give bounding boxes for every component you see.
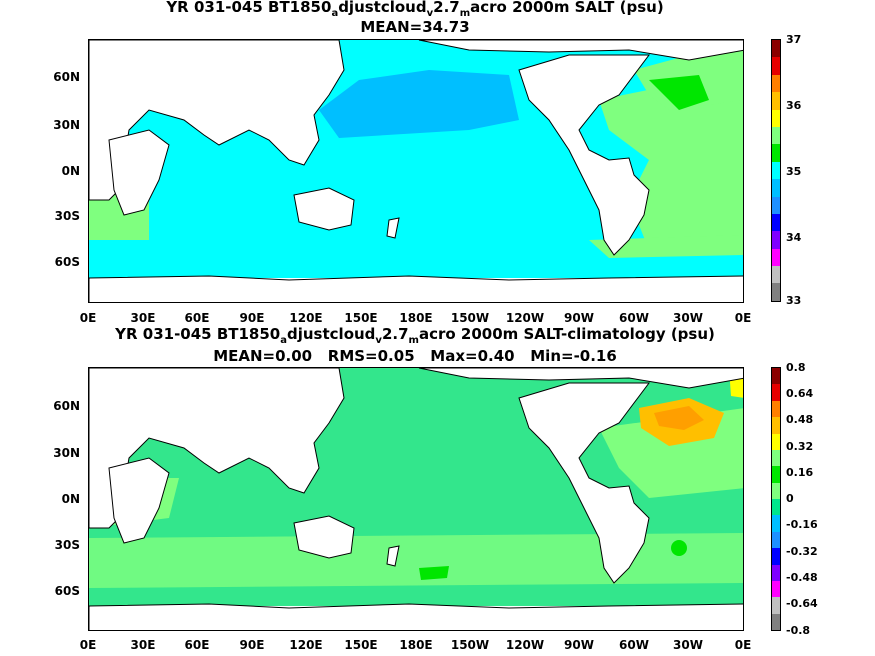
top-colorbar-label: 37 [786,33,802,46]
top-colorbar-label: 36 [786,99,802,112]
top-lat-label: 60N [53,70,80,84]
bottom-title: YR 031-045 BT1850adjustcloudv2.7macro 20… [115,325,715,346]
top-lon-label: 0E [79,311,97,325]
bottom-colorbar-label: 0.48 [786,413,814,426]
bottom-colorbar-label: 0.64 [786,387,814,400]
top-colorbar [771,39,781,302]
colorbar-segment [772,92,780,110]
bottom-lon-label: 120W [505,638,545,652]
top-colorbar-label: 33 [786,294,802,307]
colorbar-segment [772,564,780,581]
top-lon-label: 30E [130,311,156,325]
colorbar-segment [772,548,780,565]
bottom-lon-label: 0E [79,638,97,652]
top-map-panel [88,39,744,303]
top-lon-label: 90W [564,311,594,325]
colorbar-segment [772,449,780,467]
colorbar-segment [772,368,780,385]
colorbar-segment [772,161,780,180]
colorbar-segment [772,196,780,214]
colorbar-segment [772,531,780,549]
top-lon-label: 90E [239,311,265,325]
bottom-lon-label: 90E [239,638,265,652]
bottom-lat-label: 30S [54,538,80,552]
colorbar-segment [772,597,780,614]
bottom-colorbar-label: 0.16 [786,466,814,479]
top-lat-label: 30N [53,118,80,132]
bottom-colorbar-label: 0.32 [786,440,814,453]
colorbar-segment [772,482,780,499]
colorbar-segment [772,126,780,145]
top-lon-label: 150E [344,311,378,325]
colorbar-segment [772,109,780,127]
colorbar-segment [772,466,780,483]
colorbar-segment [772,248,780,267]
bottom-lon-label: 150W [450,638,490,652]
bottom-lon-label: 0E [734,638,752,652]
colorbar-segment [772,613,780,630]
top-title: YR 031-045 BT1850adjustcloudv2.7macro 20… [166,0,664,19]
bottom-colorbar-label: -0.16 [786,518,818,531]
top-lon-label: 180E [399,311,433,325]
colorbar-segment [772,213,780,232]
colorbar-segment [772,433,780,450]
bottom-colorbar-label: 0 [786,492,794,505]
bottom-colorbar-label: -0.8 [786,624,811,637]
bottom-lon-label: 90W [564,638,594,652]
colorbar-segment [772,400,780,418]
colorbar-segment [772,266,780,284]
bottom-lat-label: 0N [61,492,80,506]
colorbar-segment [772,144,780,162]
top-colorbar-label: 34 [786,231,802,244]
colorbar-segment [772,384,780,401]
top-lon-label: 60E [184,311,210,325]
top-lon-label: 150W [450,311,490,325]
bottom-colorbar [771,367,781,631]
top-lon-label: 120W [505,311,545,325]
bottom-lat-label: 60S [54,584,80,598]
top-lon-label: 60W [619,311,649,325]
bottom-lat-label: 30N [53,446,80,460]
top-lon-label: 0E [734,311,752,325]
bottom-lon-label: 150E [344,638,378,652]
top-lat-label: 60S [54,255,80,269]
bottom-colorbar-label: -0.32 [786,545,818,558]
colorbar-segment [772,57,780,75]
bottom-lon-label: 180E [399,638,433,652]
top-salinity-map [89,40,743,302]
top-lon-label: 30W [673,311,703,325]
bottom-lon-label: 30E [130,638,156,652]
colorbar-segment [772,283,780,301]
top-lat-label: 0N [61,164,80,178]
bottom-colorbar-label: 0.8 [786,361,806,374]
bottom-lon-label: 30W [673,638,703,652]
top-lat-label: 30S [54,209,80,223]
colorbar-segment [772,580,780,598]
colorbar-segment [772,179,780,197]
colorbar-segment [772,40,780,58]
bottom-map-panel [88,367,744,631]
bottom-colorbar-label: -0.48 [786,571,818,584]
bottom-lon-label: 60E [184,638,210,652]
bottom-lat-label: 60N [53,399,80,413]
colorbar-segment [772,499,780,516]
bottom-stats: MEAN=0.00 RMS=0.05 Max=0.40 Min=-0.16 [213,347,617,365]
colorbar-segment [772,74,780,93]
top-lon-label: 120E [289,311,323,325]
bottom-colorbar-label: -0.64 [786,597,818,610]
colorbar-segment [772,515,780,532]
colorbar-segment [772,417,780,434]
top-stats: MEAN=34.73 [360,18,470,36]
colorbar-segment [772,231,780,249]
bottom-lon-label: 120E [289,638,323,652]
top-colorbar-label: 35 [786,165,802,178]
bottom-lon-label: 60W [619,638,649,652]
bottom-anomaly-map [89,368,743,630]
